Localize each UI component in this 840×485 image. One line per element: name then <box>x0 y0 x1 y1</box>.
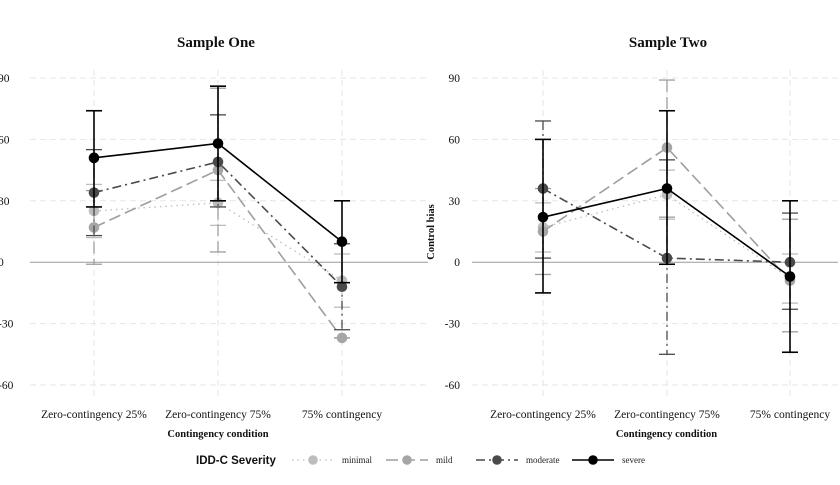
y-tick-label: -30 <box>445 319 461 331</box>
x-tick-label: Zero-contingency 75% <box>165 409 271 421</box>
y-tick-label: 0 <box>454 257 460 269</box>
series-severe <box>535 109 798 354</box>
legend-swatch-point <box>308 455 318 465</box>
series-severe <box>86 85 350 284</box>
y-tick-label: 90 <box>449 73 461 85</box>
y-tick-label: -60 <box>0 380 14 392</box>
panel-title: Sample One <box>177 35 255 51</box>
panel-title: Sample Two <box>629 35 707 51</box>
legend-swatch-point <box>492 455 502 465</box>
data-point <box>336 236 348 248</box>
legend-label-minimal: minimal <box>342 455 372 465</box>
data-point <box>661 183 673 194</box>
y-tick-label: 60 <box>0 134 10 146</box>
data-point <box>537 211 549 223</box>
y-tick-label: 30 <box>449 196 461 208</box>
y-tick-label: 0 <box>0 257 4 269</box>
legend-title: IDD-C Severity <box>196 455 276 467</box>
legend-swatch-point <box>402 455 412 465</box>
legend: IDD-C Severity minimal mild moderate severe <box>196 455 645 467</box>
panel-1: Sample One -60 -30 0 30 60 90 Zero-contingency … <box>0 35 428 440</box>
y-tick-label: 60 <box>449 134 461 146</box>
data-point <box>212 138 224 149</box>
x-tick-label: Zero-contingency 25% <box>490 409 596 421</box>
legend-label-severe: severe <box>622 455 645 465</box>
y-tick-label: 90 <box>0 73 10 85</box>
x-axis-title: Contingency condition <box>616 429 717 440</box>
x-tick-label: Zero-contingency 25% <box>41 409 147 421</box>
legend-swatch-point <box>588 455 598 465</box>
x-tick-label: 75% contingency <box>750 409 830 421</box>
legend-label-moderate: moderate <box>526 455 559 465</box>
x-tick-label: Zero-contingency 75% <box>614 409 720 421</box>
data-point <box>88 152 100 164</box>
y-tick-label: -60 <box>445 380 461 392</box>
y-axis-title: Control bias <box>426 204 437 260</box>
panel-2: Sample Two -60 -30 0 30 60 90 Control bias Zero-… <box>426 35 838 440</box>
legend-label-mild: mild <box>436 455 453 465</box>
x-axis-title: Contingency condition <box>167 429 268 440</box>
y-tick-label: 30 <box>0 196 10 208</box>
y-tick-label: -30 <box>0 319 14 331</box>
data-point <box>784 271 796 282</box>
x-tick-label: 75% contingency <box>302 409 382 421</box>
data-point <box>336 332 348 344</box>
